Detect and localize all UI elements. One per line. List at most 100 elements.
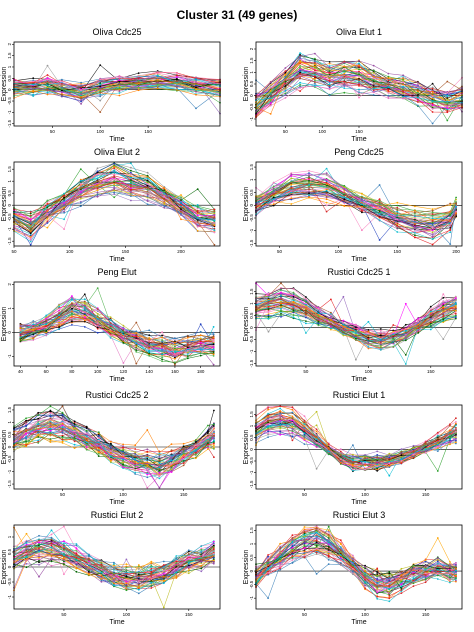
data-point: [146, 203, 149, 206]
data-point: [109, 322, 112, 324]
data-point: [118, 86, 121, 89]
data-point: [449, 229, 452, 232]
data-point: [449, 223, 452, 226]
data-point: [325, 201, 328, 204]
data-point: [61, 88, 63, 90]
series-line: [13, 77, 221, 101]
data-point: [174, 343, 176, 346]
data-point: [372, 64, 375, 67]
data-point: [442, 309, 445, 311]
data-point: [29, 230, 32, 232]
data-point: [161, 358, 164, 361]
data-point: [431, 82, 434, 85]
data-point: [96, 287, 99, 289]
x-tick-label: 150: [122, 249, 130, 254]
data-point: [163, 190, 166, 193]
data-point: [46, 217, 49, 220]
data-point: [378, 205, 381, 208]
data-point: [378, 214, 381, 217]
data-point: [96, 327, 99, 330]
data-point: [32, 77, 35, 80]
data-point: [328, 66, 331, 69]
data-point: [73, 427, 76, 430]
data-point: [431, 100, 434, 103]
data-point: [180, 218, 182, 221]
data-point: [314, 57, 316, 60]
data-point: [267, 306, 270, 308]
data-point: [146, 486, 149, 489]
data-point: [46, 64, 49, 67]
x-axis-label: Time: [351, 256, 366, 263]
data-point: [130, 189, 132, 191]
data-point: [63, 195, 65, 197]
data-point: [325, 178, 328, 181]
x-tick-label: 160: [171, 369, 179, 374]
data-point: [455, 201, 457, 203]
data-point: [396, 209, 399, 212]
data-point: [161, 340, 164, 343]
data-point: [176, 74, 178, 77]
data-point: [146, 188, 149, 191]
data-point: [118, 85, 121, 88]
data-point: [284, 67, 287, 69]
data-point: [29, 237, 32, 240]
data-point: [367, 346, 370, 348]
data-point: [146, 448, 149, 451]
data-point: [417, 101, 419, 103]
data-point: [29, 243, 32, 246]
data-point: [83, 309, 86, 311]
data-point: [186, 356, 189, 359]
data-point: [442, 315, 445, 318]
data-point: [212, 343, 215, 346]
data-point: [174, 358, 176, 360]
data-point: [161, 360, 164, 363]
data-point: [83, 326, 86, 328]
data-point: [176, 77, 178, 80]
data-point: [32, 95, 35, 97]
data-point: [61, 91, 63, 93]
data-point: [280, 289, 282, 291]
data-point: [96, 326, 99, 329]
data-point: [32, 331, 35, 334]
data-point: [280, 316, 282, 318]
data-point: [305, 307, 307, 310]
plot-frame: [255, 161, 463, 247]
data-point: [325, 193, 328, 196]
data-point: [161, 331, 164, 333]
data-point: [80, 100, 82, 103]
data-point: [280, 287, 282, 289]
data-point: [455, 212, 457, 214]
data-point: [308, 182, 310, 184]
data-point: [280, 302, 282, 305]
data-point: [79, 205, 82, 208]
data-point: [196, 214, 199, 217]
data-point: [146, 195, 149, 198]
data-point: [358, 75, 360, 78]
data-point: [387, 72, 390, 75]
data-point: [135, 342, 138, 345]
y-tick-label: 0.5: [249, 80, 254, 87]
data-point: [442, 296, 445, 299]
data-point: [284, 92, 287, 95]
data-point: [325, 180, 328, 183]
data-point: [113, 169, 116, 172]
data-point: [272, 191, 275, 194]
data-point: [130, 169, 132, 172]
data-point: [404, 329, 407, 332]
panel-title: Oliva Cdc25: [92, 27, 141, 37]
data-point: [196, 225, 199, 228]
data-point: [113, 162, 116, 165]
data-point: [196, 209, 199, 212]
data-point: [79, 192, 82, 195]
data-point: [146, 476, 149, 479]
data-point: [109, 330, 112, 333]
data-point: [146, 181, 149, 183]
data-point: [442, 338, 445, 340]
data-point: [32, 80, 35, 83]
data-point: [137, 75, 140, 77]
data-point: [392, 324, 395, 326]
data-point: [58, 326, 60, 328]
data-point: [267, 330, 270, 333]
x-axis-label: Time: [351, 136, 366, 143]
data-point: [378, 199, 381, 202]
